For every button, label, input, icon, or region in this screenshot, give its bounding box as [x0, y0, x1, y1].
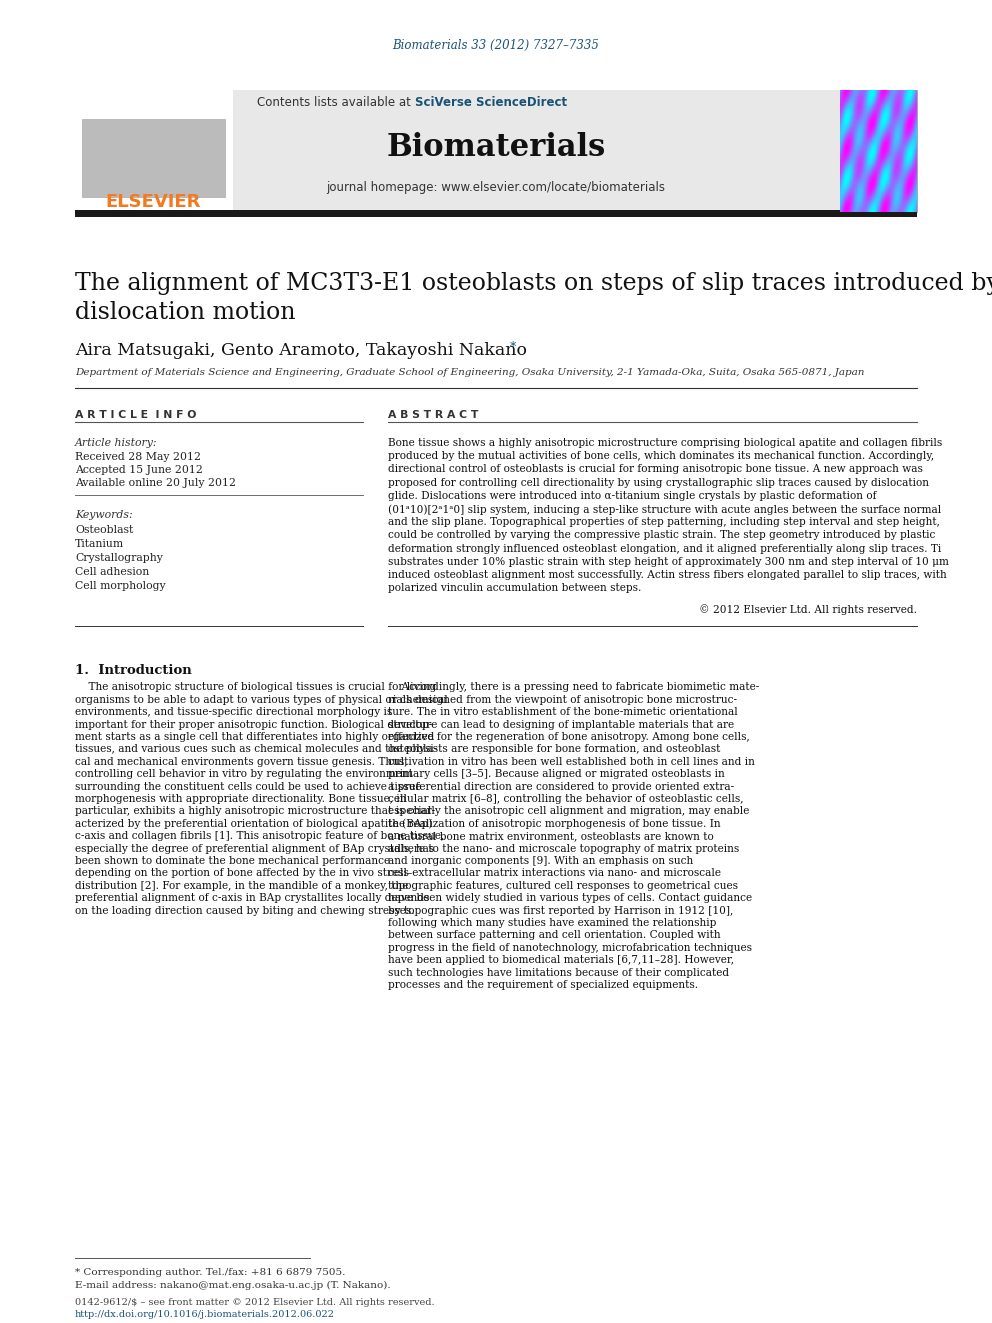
Text: surrounding the constituent cells could be used to achieve tissue: surrounding the constituent cells could … [75, 782, 422, 791]
Text: Article history:: Article history: [75, 438, 158, 448]
Text: Cell morphology: Cell morphology [75, 581, 166, 591]
Text: rials designed from the viewpoint of anisotropic bone microstruc-: rials designed from the viewpoint of ani… [388, 695, 737, 705]
Text: © 2012 Elsevier Ltd. All rights reserved.: © 2012 Elsevier Ltd. All rights reserved… [699, 605, 917, 615]
Text: could be controlled by varying the compressive plastic strain. The step geometry: could be controlled by varying the compr… [388, 531, 935, 540]
Text: preferential alignment of c-axis in BAp crystallites locally depends: preferential alignment of c-axis in BAp … [75, 893, 430, 904]
Text: structure can lead to designing of implantable materials that are: structure can lead to designing of impla… [388, 720, 734, 729]
Text: cultivation in vitro has been well established both in cell lines and in: cultivation in vitro has been well estab… [388, 757, 755, 767]
Text: the realization of anisotropic morphogenesis of bone tissue. In: the realization of anisotropic morphogen… [388, 819, 720, 828]
Text: The anisotropic structure of biological tissues is crucial for living: The anisotropic structure of biological … [75, 683, 436, 692]
Text: directional control of osteoblasts is crucial for forming anisotropic bone tissu: directional control of osteoblasts is cr… [388, 464, 923, 475]
Text: Titanium: Titanium [75, 538, 124, 549]
Text: effective for the regeneration of bone anisotropy. Among bone cells,: effective for the regeneration of bone a… [388, 732, 750, 742]
Text: *: * [510, 341, 516, 355]
Text: topographic features, cultured cell responses to geometrical cues: topographic features, cultured cell resp… [388, 881, 738, 890]
Text: produced by the mutual activities of bone cells, which dominates its mechanical : produced by the mutual activities of bon… [388, 451, 934, 462]
Text: a natural bone matrix environment, osteoblasts are known to: a natural bone matrix environment, osteo… [388, 831, 714, 841]
Text: substrates under 10% plastic strain with step height of approximately 300 nm and: substrates under 10% plastic strain with… [388, 557, 949, 566]
Text: A B S T R A C T: A B S T R A C T [388, 410, 478, 419]
Text: Accordingly, there is a pressing need to fabricate biomimetic mate-: Accordingly, there is a pressing need to… [388, 683, 759, 692]
Text: by topographic cues was first reported by Harrison in 1912 [10],: by topographic cues was first reported b… [388, 906, 733, 916]
Text: acterized by the preferential orientation of biological apatite (BAp): acterized by the preferential orientatio… [75, 819, 433, 830]
Text: c-axis and collagen fibrils [1]. This anisotropic feature of bone tissue,: c-axis and collagen fibrils [1]. This an… [75, 831, 444, 841]
Text: cal and mechanical environments govern tissue genesis. Thus,: cal and mechanical environments govern t… [75, 757, 408, 767]
Text: The alignment of MC3T3-E1 osteoblasts on steps of slip traces introduced by
disl: The alignment of MC3T3-E1 osteoblasts on… [75, 273, 992, 324]
Text: important for their proper anisotropic function. Biological develop-: important for their proper anisotropic f… [75, 720, 433, 729]
Text: http://dx.doi.org/10.1016/j.biomaterials.2012.06.022: http://dx.doi.org/10.1016/j.biomaterials… [75, 1310, 335, 1319]
Text: a preferential direction are considered to provide oriented extra-: a preferential direction are considered … [388, 782, 734, 791]
Text: between surface patterning and cell orientation. Coupled with: between surface patterning and cell orie… [388, 930, 720, 941]
Text: and inorganic components [9]. With an emphasis on such: and inorganic components [9]. With an em… [388, 856, 693, 867]
Text: particular, exhibits a highly anisotropic microstructure that is char-: particular, exhibits a highly anisotropi… [75, 807, 435, 816]
Text: especially the anisotropic cell alignment and migration, may enable: especially the anisotropic cell alignmen… [388, 807, 749, 816]
Text: ture. The in vitro establishment of the bone-mimetic orientational: ture. The in vitro establishment of the … [388, 708, 738, 717]
FancyBboxPatch shape [75, 90, 917, 212]
Text: processes and the requirement of specialized equipments.: processes and the requirement of special… [388, 980, 698, 990]
Text: Received 28 May 2012: Received 28 May 2012 [75, 452, 201, 462]
Text: proposed for controlling cell directionality by using crystallographic slip trac: proposed for controlling cell directiona… [388, 478, 929, 488]
Text: journal homepage: www.elsevier.com/locate/biomaterials: journal homepage: www.elsevier.com/locat… [326, 180, 666, 193]
Text: cellular matrix [6–8], controlling the behavior of osteoblastic cells,: cellular matrix [6–8], controlling the b… [388, 794, 743, 804]
Text: distribution [2]. For example, in the mandible of a monkey, the: distribution [2]. For example, in the ma… [75, 881, 409, 890]
Text: such technologies have limitations because of their complicated: such technologies have limitations becau… [388, 967, 729, 978]
Text: Biomaterials 33 (2012) 7327–7335: Biomaterials 33 (2012) 7327–7335 [393, 38, 599, 52]
Text: ELSEVIER: ELSEVIER [105, 193, 200, 210]
Text: Osteoblast: Osteoblast [75, 525, 133, 534]
Text: Keywords:: Keywords: [75, 509, 133, 520]
Text: osteoblasts are responsible for bone formation, and osteoblast: osteoblasts are responsible for bone for… [388, 745, 720, 754]
Text: ment starts as a single cell that differentiates into highly organized: ment starts as a single cell that differ… [75, 732, 434, 742]
Text: Available online 20 July 2012: Available online 20 July 2012 [75, 478, 236, 488]
Text: (01ᵃ10)[2ᵃ1ᵃ0] slip system, inducing a step-like structure with acute angles bet: (01ᵃ10)[2ᵃ1ᵃ0] slip system, inducing a s… [388, 504, 941, 515]
Text: depending on the portion of bone affected by the in vivo stress: depending on the portion of bone affecte… [75, 868, 409, 878]
Text: induced osteoblast alignment most successfully. Actin stress fibers elongated pa: induced osteoblast alignment most succes… [388, 570, 946, 579]
Text: progress in the field of nanotechnology, microfabrication techniques: progress in the field of nanotechnology,… [388, 943, 752, 953]
Text: have been applied to biomedical materials [6,7,11–28]. However,: have been applied to biomedical material… [388, 955, 734, 966]
Text: E-mail address: nakano@mat.eng.osaka-u.ac.jp (T. Nakano).: E-mail address: nakano@mat.eng.osaka-u.a… [75, 1281, 391, 1290]
Text: adhere to the nano- and microscale topography of matrix proteins: adhere to the nano- and microscale topog… [388, 844, 739, 853]
Text: Accepted 15 June 2012: Accepted 15 June 2012 [75, 464, 203, 475]
FancyBboxPatch shape [75, 90, 233, 212]
Text: * Corresponding author. Tel./fax: +81 6 6879 7505.: * Corresponding author. Tel./fax: +81 6 … [75, 1267, 345, 1277]
Text: on the loading direction caused by biting and chewing stresses.: on the loading direction caused by bitin… [75, 906, 415, 916]
Text: cell–extracellular matrix interactions via nano- and microscale: cell–extracellular matrix interactions v… [388, 868, 721, 878]
FancyBboxPatch shape [75, 210, 917, 217]
Text: Contents lists available at: Contents lists available at [257, 97, 415, 110]
Text: have been widely studied in various types of cells. Contact guidance: have been widely studied in various type… [388, 893, 752, 904]
Text: Cell adhesion: Cell adhesion [75, 568, 149, 577]
Text: SciVerse ScienceDirect: SciVerse ScienceDirect [415, 97, 567, 110]
Text: glide. Dislocations were introduced into α-titanium single crystals by plastic d: glide. Dislocations were introduced into… [388, 491, 877, 501]
Text: Aira Matsugaki, Gento Aramoto, Takayoshi Nakano: Aira Matsugaki, Gento Aramoto, Takayoshi… [75, 343, 527, 359]
Text: Biomaterials: Biomaterials [386, 132, 606, 164]
Text: been shown to dominate the bone mechanical performance: been shown to dominate the bone mechanic… [75, 856, 390, 867]
Text: especially the degree of preferential alignment of BAp crystals, has: especially the degree of preferential al… [75, 844, 434, 853]
Text: biomaterials: biomaterials [857, 94, 901, 98]
Text: organisms to be able to adapt to various types of physical or chemical: organisms to be able to adapt to various… [75, 695, 447, 705]
Text: primary cells [3–5]. Because aligned or migrated osteoblasts in: primary cells [3–5]. Because aligned or … [388, 769, 725, 779]
Text: and the slip plane. Topographical properties of step patterning, including step : and the slip plane. Topographical proper… [388, 517, 939, 527]
Text: environments, and tissue-specific directional morphology is: environments, and tissue-specific direct… [75, 708, 392, 717]
Text: deformation strongly influenced osteoblast elongation, and it aligned preferenti: deformation strongly influenced osteobla… [388, 544, 941, 553]
Text: 0142-9612/$ – see front matter © 2012 Elsevier Ltd. All rights reserved.: 0142-9612/$ – see front matter © 2012 El… [75, 1298, 434, 1307]
Text: tissues, and various cues such as chemical molecules and the physi-: tissues, and various cues such as chemic… [75, 745, 437, 754]
Text: Department of Materials Science and Engineering, Graduate School of Engineering,: Department of Materials Science and Engi… [75, 368, 864, 377]
Text: polarized vinculin accumulation between steps.: polarized vinculin accumulation between … [388, 583, 642, 593]
FancyBboxPatch shape [840, 90, 917, 212]
Text: following which many studies have examined the relationship: following which many studies have examin… [388, 918, 716, 927]
Text: A R T I C L E  I N F O: A R T I C L E I N F O [75, 410, 196, 419]
Text: morphogenesis with appropriate directionality. Bone tissue, in: morphogenesis with appropriate direction… [75, 794, 407, 804]
FancyBboxPatch shape [82, 119, 225, 197]
Text: Crystallography: Crystallography [75, 553, 163, 564]
Text: 1.  Introduction: 1. Introduction [75, 664, 191, 677]
Text: controlling cell behavior in vitro by regulating the environment: controlling cell behavior in vitro by re… [75, 769, 413, 779]
Text: Bone tissue shows a highly anisotropic microstructure comprising biological apat: Bone tissue shows a highly anisotropic m… [388, 438, 942, 448]
